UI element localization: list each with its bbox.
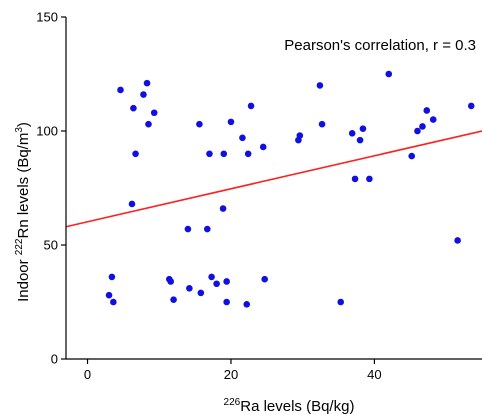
regression-line [65, 130, 482, 228]
y-axis-label-sup2: 3 [14, 127, 25, 133]
data-point [366, 175, 373, 183]
data-point [316, 82, 324, 89]
data-point [348, 129, 356, 137]
y-axis-label-post: ) [15, 122, 32, 127]
y-tick-label: 0 [51, 352, 58, 367]
y-axis-label: Indoor 222Rn levels (Bq/m3) [14, 122, 32, 302]
x-tick-label: 0 [84, 367, 91, 382]
data-point [318, 120, 326, 128]
data-point [117, 86, 124, 94]
data-point [130, 104, 137, 112]
data-point [184, 225, 192, 233]
data-point [408, 152, 416, 160]
data-point [208, 273, 215, 281]
data-point [385, 70, 393, 78]
data-point [219, 205, 227, 212]
data-point [423, 107, 431, 114]
data-point [150, 109, 158, 117]
data-point [247, 102, 255, 110]
data-point [197, 289, 205, 297]
data-point [110, 298, 117, 306]
y-tick-label: 100 [36, 124, 58, 139]
data-point [239, 134, 246, 142]
data-point [140, 91, 147, 98]
data-point [186, 285, 193, 292]
chart-annotation: Pearson's correlation, r = 0.3 [284, 37, 476, 54]
y-axis-label-pre: Indoor [15, 255, 32, 302]
data-point [170, 296, 177, 304]
y-axis-label-sup: 222 [14, 238, 25, 255]
data-point [223, 278, 230, 285]
data-point [356, 136, 364, 144]
data-point [220, 150, 228, 158]
data-point [227, 118, 235, 126]
data-point [108, 273, 116, 281]
data-point [213, 280, 220, 288]
x-axis-label: 226Ra levels (Bq/kg) [224, 397, 355, 415]
y-axis-label-mid: Rn levels (Bq/m [15, 133, 32, 239]
data-point [359, 125, 367, 133]
data-point [454, 237, 461, 244]
data-point [206, 150, 213, 158]
y-tick-label: 50 [44, 238, 58, 253]
y-tick-label: 150 [36, 10, 58, 25]
data-point [419, 123, 426, 130]
data-point [429, 116, 437, 123]
data-point [167, 278, 175, 285]
x-axis-label-sup: 226 [224, 397, 241, 408]
x-axis-label-text: Ra levels (Bq/kg) [240, 398, 354, 415]
data-point [128, 200, 136, 208]
data-point [337, 298, 345, 306]
data-point [132, 150, 139, 158]
data-point [351, 175, 359, 183]
data-point [261, 275, 268, 283]
plot-area [65, 70, 482, 308]
data-point [414, 127, 421, 135]
x-tick-label: 40 [367, 367, 381, 382]
data-point [223, 298, 230, 306]
data-point [105, 291, 113, 299]
data-point [259, 143, 267, 151]
data-point [203, 225, 211, 233]
data-point [243, 300, 251, 308]
data-point [196, 120, 203, 128]
data-point [467, 102, 475, 110]
x-tick-label: 20 [224, 367, 238, 382]
data-point [296, 132, 304, 139]
data-point [244, 150, 252, 158]
data-point [145, 120, 152, 128]
data-point [143, 79, 151, 87]
axes: 0 50 100 150 0 20 40 [36, 10, 482, 382]
